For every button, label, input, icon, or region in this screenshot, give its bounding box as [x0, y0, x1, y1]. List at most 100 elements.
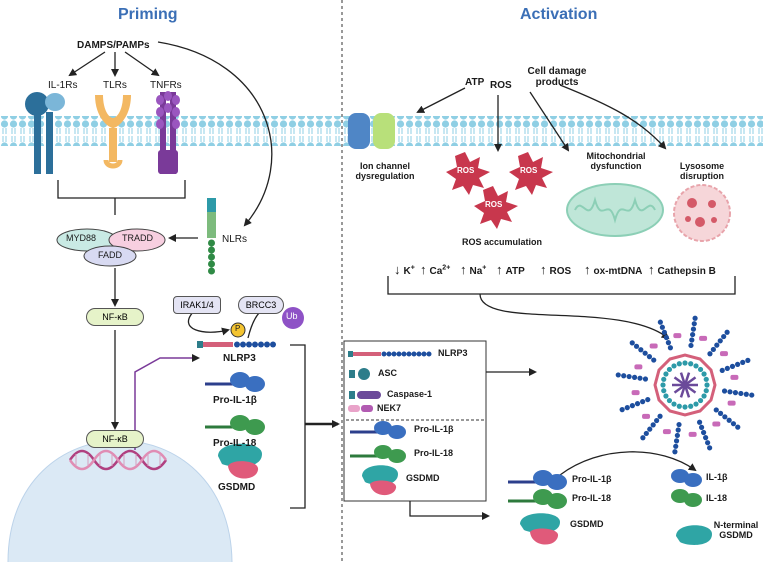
box-nlrp3-molecule	[348, 351, 432, 357]
nlrp3-spoke-bead	[640, 399, 646, 405]
tlr-receptor-icon	[95, 95, 131, 169]
nlrp3-spoke-bead	[642, 376, 649, 382]
nlrp3-spoke-bead	[634, 401, 641, 407]
nlrp3-spoke-bead	[714, 342, 720, 348]
nlrp3-spoke-bead	[727, 389, 733, 395]
ubiquitin-label: Ub	[286, 311, 298, 321]
nlrp3-spoke-bead	[749, 392, 755, 398]
asc-bead	[661, 376, 667, 382]
nlrp3-spoke-bead	[624, 405, 630, 411]
nlrp3-spoke-bead	[637, 375, 643, 381]
dna-helix-icon	[68, 449, 168, 471]
mito-label: Mitochondrial dysfunction	[586, 151, 646, 171]
asc-bead	[688, 361, 694, 367]
nlrp3-spoke-bead	[689, 337, 695, 343]
nlrp3-spoke-bead	[647, 426, 653, 432]
nlrp3-spoke-bead	[707, 445, 713, 451]
nlrp3-spoke-bead	[690, 326, 697, 332]
nek7-marker	[642, 413, 651, 419]
act-pro-il1b-label: Pro-IL-1β	[572, 474, 612, 484]
box-nlrp3-label: NLRP3	[438, 348, 468, 358]
nek7-marker	[719, 351, 728, 357]
ion-flux-item: ↑ Cathepsin B	[648, 262, 716, 277]
ion-flux-item: ↑ ROS	[540, 262, 572, 277]
nlrp3-spoke-bead	[732, 390, 739, 396]
nlrp3-spoke-bead	[724, 329, 730, 335]
cell-damage-label: Cell damage products	[527, 66, 587, 88]
nlrp3-spoke-bead	[638, 347, 644, 353]
act-pro-il18-molecule	[508, 489, 567, 509]
asc-bead	[666, 366, 673, 373]
act-gsdmd-label: GSDMD	[570, 519, 604, 529]
ion-flux-item: ↑ ox-mtDNA	[584, 262, 643, 277]
nlrp3-spoke-bead	[692, 315, 698, 321]
n-terminal-gsdmd-molecule	[676, 525, 712, 545]
lysosome-label: Lysosome disruption	[679, 161, 725, 181]
asc-bead	[701, 371, 707, 377]
tradd-shape	[108, 228, 166, 252]
asc-bead	[693, 363, 699, 369]
nlrp3-spoke-bead	[651, 357, 657, 363]
act-gsdmd-molecule	[520, 513, 560, 545]
nlrp3-spoke-bead	[691, 321, 697, 327]
nlrp3-spoke-bead	[650, 422, 656, 428]
nlrp3-spoke-bead	[707, 351, 713, 357]
ros-star-label-3: ROS	[485, 200, 503, 209]
nlrp3-spoke-bead	[629, 403, 635, 409]
asc-bead	[688, 403, 694, 409]
nlrp3-spoke-bead	[719, 367, 725, 374]
asc-bead	[682, 360, 688, 366]
asc-bead	[704, 382, 710, 388]
nek7-marker	[699, 335, 708, 341]
nlrp3-spoke-bead	[633, 343, 640, 349]
nlrp3-spoke-bead	[738, 390, 744, 397]
up-arrow-icon: ↑	[496, 262, 503, 277]
nlrp3-spoke-bead	[645, 396, 651, 403]
up-arrow-icon: ↑	[648, 262, 655, 277]
nlrp3-spoke-bead	[717, 338, 723, 344]
gsdmd-molecule	[218, 443, 262, 479]
nlrp3-spoke-bead	[726, 417, 732, 423]
down-arrow-icon: ↓	[394, 262, 401, 277]
nlrp3-spoke-bead	[675, 427, 681, 433]
nlrp3-spoke-bead	[710, 346, 716, 353]
nlrp3-spoke-bead	[657, 319, 663, 325]
box-nek7-label: NEK7	[377, 403, 402, 413]
asc-bead	[703, 376, 709, 382]
myd88-label: MYD88	[66, 233, 97, 243]
tnfr-label: TNFRs	[150, 80, 182, 91]
ros-star-1	[446, 152, 490, 195]
nlrp3-spoke-bead	[673, 443, 679, 449]
nek7-marker	[631, 390, 640, 396]
nlrp3-spoke-bead	[619, 407, 625, 413]
nlrp3-spoke-bead	[690, 331, 696, 338]
nlrp3-spoke-bead	[735, 424, 741, 430]
nacht-ring	[653, 353, 717, 417]
brcc3-box: BRCC3	[238, 296, 284, 314]
tlr-label: TLRs	[103, 80, 127, 91]
box-pro-il18-label: Pro-IL-18	[414, 448, 454, 458]
asc-bead	[693, 401, 699, 407]
nek7-marker	[727, 400, 736, 406]
ros-star-2	[509, 152, 553, 195]
asc-bead	[666, 397, 673, 404]
ubiquitin-icon	[282, 307, 304, 329]
nek7-marker	[673, 333, 682, 339]
asc-bead	[703, 388, 709, 394]
up-arrow-icon: ↑	[420, 262, 427, 277]
il1r-label: IL-1Rs	[48, 80, 78, 91]
nek7-marker	[730, 374, 739, 380]
nlrp3-spoke-bead	[676, 421, 682, 428]
nlrp3-spoke-bead	[643, 430, 649, 437]
nlrp3-spoke-bead	[699, 424, 705, 430]
il1b-molecule	[671, 469, 702, 487]
il18-label: IL-18	[706, 493, 728, 503]
caspase-core	[681, 381, 689, 389]
nlrp3-spoke-bead	[743, 391, 749, 397]
box-pro-il1b-label: Pro-IL-1β	[414, 424, 454, 434]
nlrp3-spoke-bead	[667, 345, 674, 351]
asc-bead	[697, 397, 704, 404]
tradd-label: TRADD	[122, 233, 153, 243]
ion-flux-item: ↑ Ca2+	[420, 262, 451, 277]
